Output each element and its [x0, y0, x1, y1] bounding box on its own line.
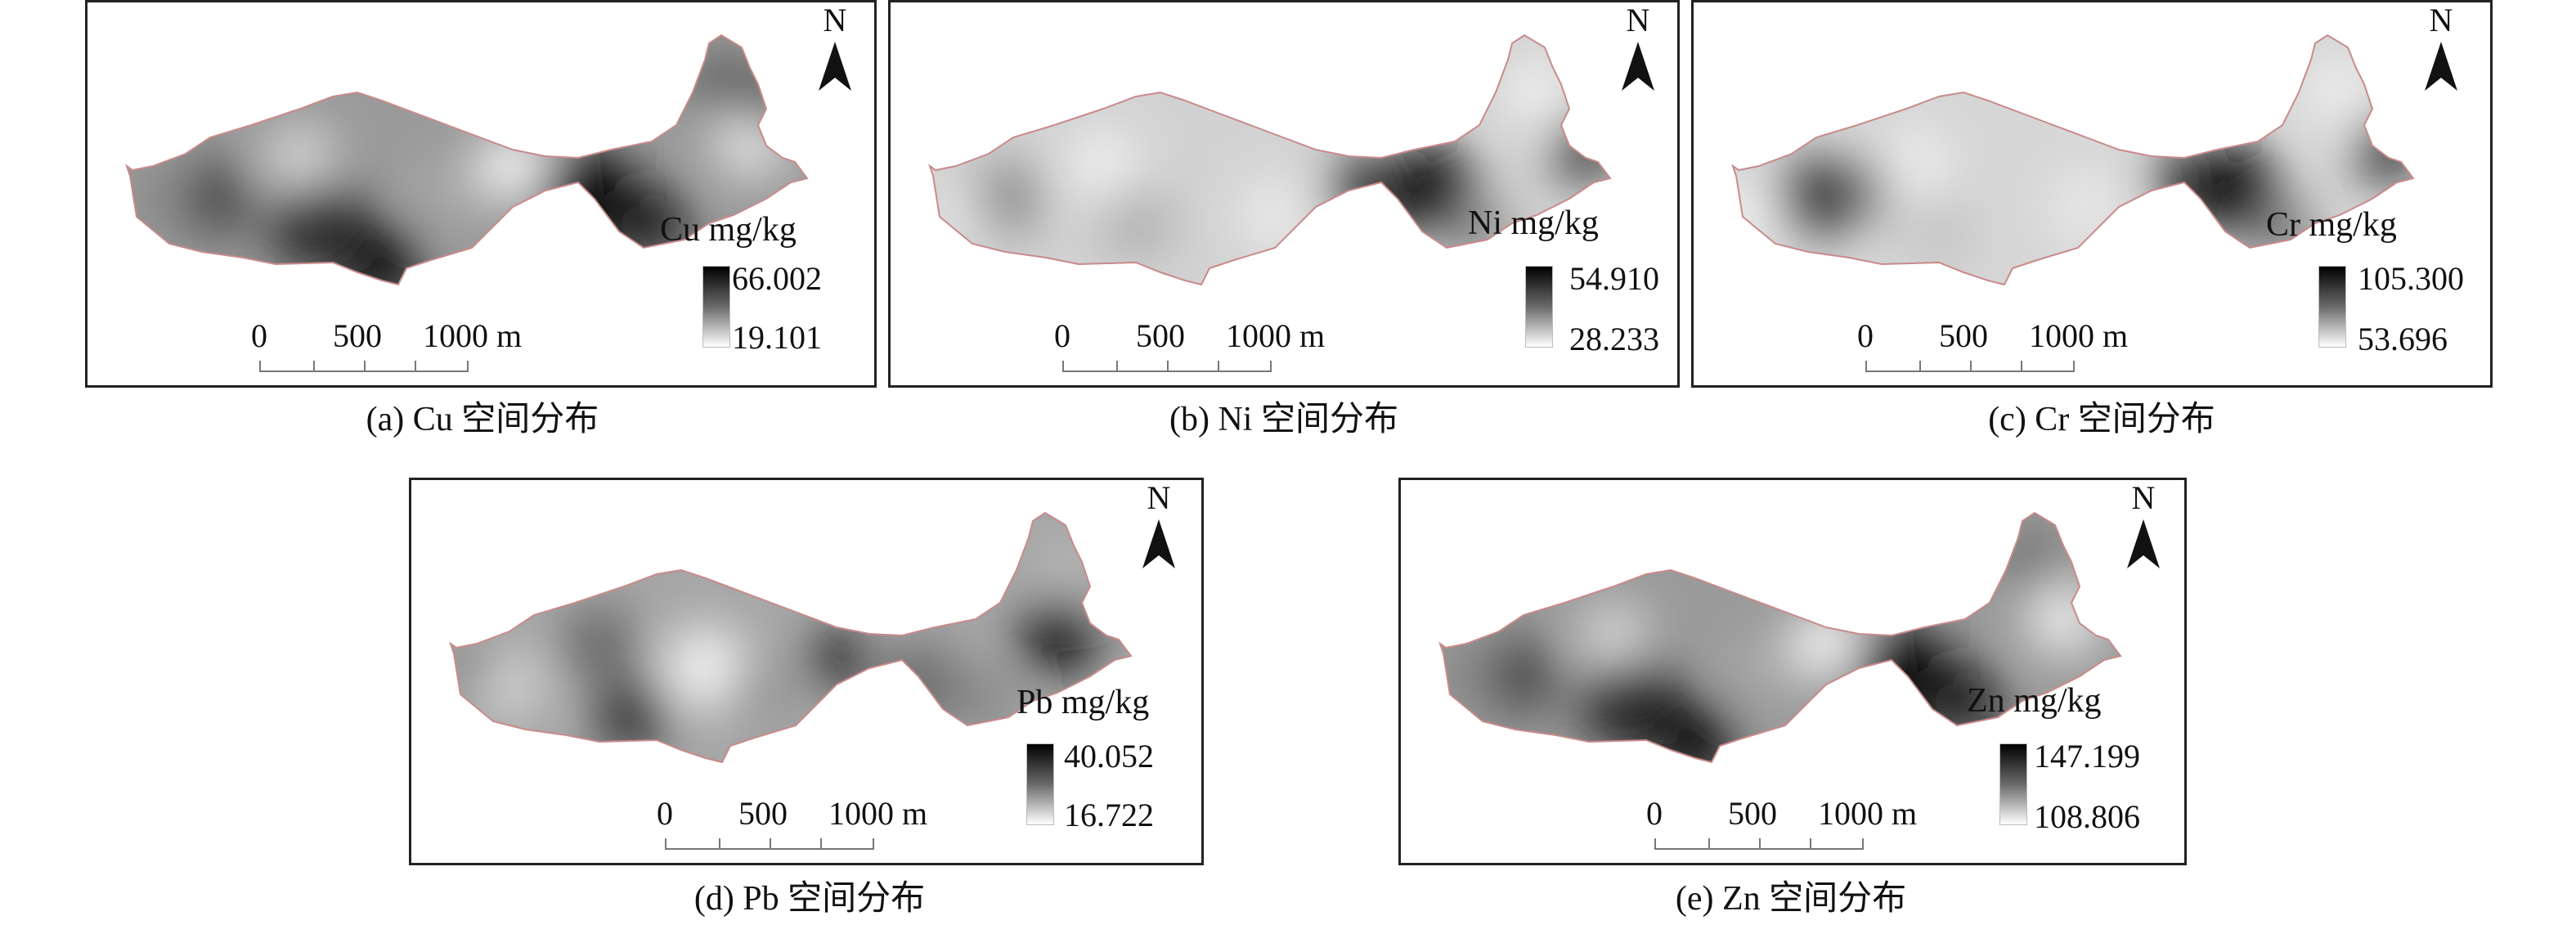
north-arrow: N: [1138, 482, 1180, 577]
north-label: N: [2429, 2, 2453, 38]
legend-max: 66.002: [732, 260, 822, 297]
scale-label-1000: 1000 m: [828, 795, 928, 832]
legend-min: 28.233: [1569, 321, 1659, 357]
scale-label-1000: 1000 m: [423, 317, 523, 354]
cr-distribution-map: [1732, 34, 2414, 285]
legend-gradient: [2318, 266, 2346, 348]
scale-label-500: 500: [333, 317, 382, 354]
scale-tick: [1218, 361, 1219, 372]
legend-gradient: [1026, 743, 1054, 825]
north-label: N: [823, 2, 847, 38]
scale-tick: [2021, 361, 2022, 372]
scale-tick: [719, 838, 720, 850]
scale-label-0: 0: [657, 795, 673, 832]
map-panel-zn: N Zn mg/kg 147.199 108.806 0 500 1000 m: [1398, 478, 2187, 865]
scale-label-500: 500: [1939, 317, 1988, 354]
north-label: N: [1147, 479, 1171, 516]
caption-d: (d) Pb 空间分布: [693, 880, 926, 918]
scale-tick: [1919, 361, 1921, 372]
pb-distribution-map: [450, 512, 1132, 763]
cu-distribution-map: [126, 34, 808, 285]
legend-title: Pb mg/kg: [1016, 684, 1150, 721]
scale-tick: [1810, 838, 1811, 850]
legend-min: 16.722: [1064, 797, 1154, 833]
map-panel-ni: N Ni mg/kg 54.910 28.233 0 500 1000 m: [888, 0, 1680, 388]
scale-tick: [1759, 838, 1761, 850]
legend-gradient: [702, 266, 730, 348]
scale-tick: [1167, 361, 1169, 372]
scale-bar: 0 500 1000 m: [1646, 797, 1924, 855]
legend-gradient: [1999, 743, 2027, 825]
scale-tick: [820, 838, 822, 850]
map-panel-cu: N Cu mg/kg 66.002 19.101 0 500 1000 m: [85, 0, 877, 388]
legend-title: Cr mg/kg: [2266, 206, 2397, 244]
legend-max: 147.199: [2034, 738, 2140, 775]
legend-min: 19.101: [732, 319, 822, 356]
scale-label-0: 0: [1857, 317, 1874, 354]
legend-gradient: [1525, 266, 1553, 348]
map-panel-pb: N Pb mg/kg 40.052 16.722 0 500 1000 m: [409, 478, 1204, 865]
scale-tick: [1708, 838, 1710, 850]
scale-label-1000: 1000 m: [1818, 795, 1918, 832]
scale-tick: [313, 361, 315, 372]
caption-e: (e) Zn 空间分布: [1675, 880, 1907, 918]
scale-tick: [1116, 361, 1118, 372]
caption-a: (a) Cu 空间分布: [366, 401, 599, 438]
north-arrow: N: [2420, 4, 2462, 99]
scale-bar: 0 500 1000 m: [1054, 320, 1332, 377]
scale-tick: [364, 361, 366, 372]
north-arrow: N: [2122, 482, 2165, 577]
scale-label-0: 0: [251, 317, 267, 354]
legend-title: Ni mg/kg: [1468, 204, 1599, 242]
scale-label-500: 500: [738, 795, 788, 832]
map-panel-cr: N Cr mg/kg 105.300 53.696 0 500 1000 m: [1691, 0, 2493, 388]
scale-tick: [1970, 361, 1972, 372]
north-label: N: [2131, 479, 2156, 516]
scale-label-1000: 1000 m: [1226, 317, 1326, 354]
scale-bar: 0 500 1000 m: [657, 797, 935, 855]
legend-title: Zn mg/kg: [1967, 682, 2102, 720]
legend-title: Cu mg/kg: [660, 211, 797, 249]
ni-distribution-map: [929, 34, 1611, 285]
scale-bar: 0 500 1000 m: [251, 320, 529, 377]
scale-bar: 0 500 1000 m: [1857, 320, 2135, 377]
scale-label-0: 0: [1646, 795, 1663, 832]
north-arrow: N: [814, 4, 856, 99]
scale-label-0: 0: [1054, 317, 1070, 354]
caption-c: (c) Cr 空间分布: [1988, 401, 2215, 438]
legend-min: 53.696: [2358, 321, 2448, 357]
north-arrow: N: [1617, 4, 1659, 99]
zn-distribution-map: [1439, 512, 2121, 763]
legend-max: 40.052: [1064, 738, 1154, 775]
north-label: N: [1626, 2, 1650, 38]
legend-min: 108.806: [2034, 798, 2140, 835]
scale-tick: [415, 361, 416, 372]
caption-b: (b) Ni 空间分布: [1169, 401, 1398, 438]
scale-label-500: 500: [1728, 795, 1777, 832]
scale-tick: [770, 838, 771, 850]
scale-label-1000: 1000 m: [2029, 317, 2129, 354]
scale-label-500: 500: [1136, 317, 1185, 354]
legend-max: 54.910: [1569, 260, 1659, 297]
legend-max: 105.300: [2358, 260, 2464, 297]
